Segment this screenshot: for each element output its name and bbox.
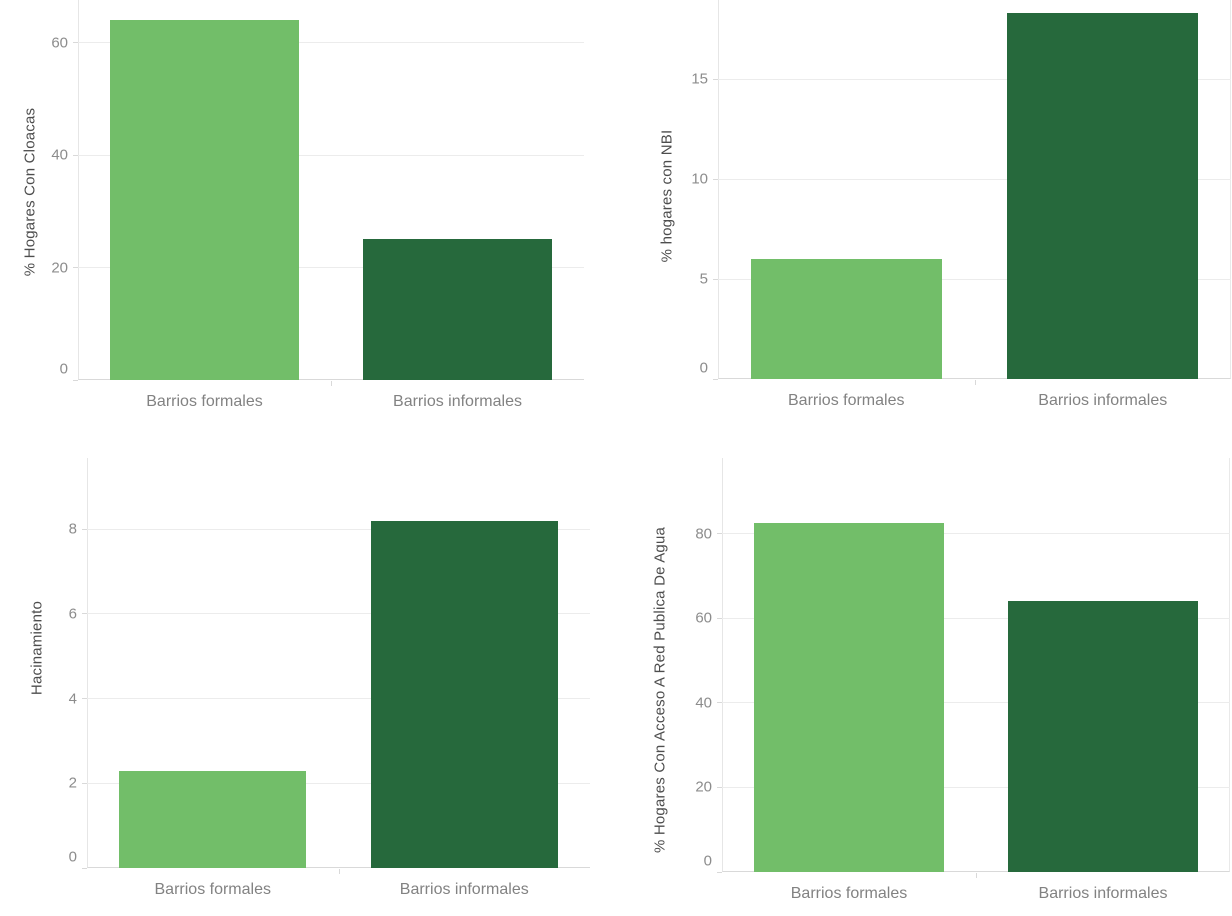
- bar-barrios-informales[interactable]: [370, 520, 558, 868]
- gridline-y-8: [87, 528, 590, 530]
- y-tick-label-10: 10: [691, 170, 708, 188]
- y-tick-mark-6: [82, 613, 87, 615]
- category-divider-tick: [974, 380, 976, 385]
- category-divider-tick: [338, 869, 340, 874]
- y-tick-label-6: 6: [68, 605, 77, 623]
- plot-pane: [722, 458, 1230, 872]
- plot-pane: [718, 0, 1231, 379]
- y-tick-mark-15: [713, 78, 718, 80]
- y-tick-label-40: 40: [51, 146, 68, 164]
- y-tick-label-20: 20: [695, 778, 712, 796]
- x-axis-label-barrios-formales: Barrios formales: [788, 392, 905, 409]
- y-tick-mark-4: [82, 698, 87, 700]
- chart-cloacas-plot: 0 20 40 60 Barrios formales Barrios informale…: [0, 0, 616, 458]
- category-divider-tick: [331, 381, 332, 386]
- y-tick-label-15: 15: [691, 70, 708, 88]
- x-axis-label-barrios-informales: Barrios informales: [1038, 392, 1168, 409]
- y-tick-mark-0: [73, 380, 78, 381]
- y-tick-mark-0: [713, 379, 718, 380]
- gridline-y-6: [87, 613, 590, 615]
- y-axis-title: Hacinamiento: [28, 600, 46, 696]
- y-tick-label-2: 2: [68, 774, 77, 792]
- y-tick-mark-80: [717, 533, 722, 535]
- y-tick-mark-60: [717, 617, 722, 619]
- y-tick-mark-60: [73, 42, 78, 44]
- bar-barrios-informales[interactable]: [363, 239, 552, 380]
- x-axis-label-barrios-formales: Barrios formales: [154, 881, 271, 898]
- bar-barrios-informales[interactable]: [1008, 601, 1198, 872]
- bar-barrios-formales[interactable]: [110, 20, 299, 380]
- y-tick-label-0: 0: [703, 852, 712, 870]
- y-tick-label-60: 60: [51, 34, 68, 52]
- y-tick-label-80: 80: [695, 525, 712, 543]
- chart-agua-plot: 0 20 40 60 80 Barrios formales Barrios informa…: [616, 458, 1232, 916]
- y-axis-title: % Hogares Con Acceso A Red Publica De Ag…: [651, 526, 669, 854]
- y-tick-label-0: 0: [699, 359, 708, 377]
- y-tick-label-8: 8: [68, 520, 77, 538]
- gridline-y-15: [718, 78, 1231, 80]
- chart-cloacas: 0 20 40 60 Barrios formales Barrios informale…: [0, 0, 616, 458]
- y-tick-label-20: 20: [51, 259, 68, 277]
- gridline-y-5: [718, 278, 1231, 280]
- y-tick-label-4: 4: [68, 690, 77, 708]
- x-axis-label-barrios-formales: Barrios formales: [146, 393, 263, 410]
- bar-barrios-informales[interactable]: [1007, 13, 1199, 379]
- y-tick-mark-10: [713, 178, 718, 180]
- gridline-y-20: [78, 267, 584, 269]
- chart-hacinamiento-plot: 0 2 4 6 8 Barrios formales Barrios informales H…: [0, 458, 616, 916]
- gridline-y-2: [87, 782, 590, 784]
- category-divider-tick: [976, 873, 977, 878]
- y-tick-label-60: 60: [695, 609, 712, 627]
- bar-barrios-formales[interactable]: [750, 259, 942, 379]
- y-tick-mark-20: [717, 786, 722, 788]
- y-tick-mark-40: [717, 702, 722, 704]
- y-tick-label-40: 40: [695, 694, 712, 712]
- gridline-y-80: [722, 533, 1230, 535]
- x-axis-label-barrios-informales: Barrios informales: [399, 881, 529, 898]
- y-tick-mark-5: [713, 278, 718, 280]
- y-axis-title: % hogares con NBI: [658, 129, 676, 263]
- y-tick-mark-20: [73, 267, 78, 269]
- chart-nbi-plot: 0 5 10 15 Barrios formales Barrios informales…: [616, 0, 1232, 458]
- gridline-y-4: [87, 698, 590, 700]
- y-tick-label-0: 0: [59, 360, 68, 378]
- y-tick-mark-8: [82, 528, 87, 530]
- gridline-y-40: [78, 154, 584, 156]
- gridline-y-60: [722, 617, 1230, 619]
- bar-barrios-formales[interactable]: [119, 770, 307, 868]
- chart-hacinamiento: 0 2 4 6 8 Barrios formales Barrios informales H…: [0, 458, 616, 916]
- gridline-y-20: [722, 786, 1230, 788]
- y-tick-mark-2: [82, 782, 87, 784]
- y-axis-title: % Hogares Con Cloacas: [21, 107, 39, 277]
- gridline-y-60: [78, 42, 584, 44]
- plot-pane: [78, 0, 584, 380]
- gridline-y-10: [718, 178, 1231, 180]
- x-axis-label-barrios-formales: Barrios formales: [790, 885, 908, 902]
- y-tick-label-5: 5: [699, 270, 708, 288]
- bar-barrios-formales[interactable]: [754, 523, 944, 872]
- chart-nbi: 0 5 10 15 Barrios formales Barrios informales…: [616, 0, 1232, 458]
- x-axis-label-barrios-informales: Barrios informales: [393, 393, 522, 410]
- y-tick-mark-0: [82, 868, 87, 869]
- y-tick-mark-0: [717, 872, 722, 873]
- y-tick-label-0: 0: [68, 848, 77, 866]
- chart-agua: 0 20 40 60 80 Barrios formales Barrios informa…: [616, 458, 1232, 916]
- gridline-y-40: [722, 702, 1230, 704]
- x-axis-label-barrios-informales: Barrios informales: [1038, 885, 1168, 902]
- y-tick-mark-40: [73, 154, 78, 156]
- plot-pane: [87, 458, 590, 868]
